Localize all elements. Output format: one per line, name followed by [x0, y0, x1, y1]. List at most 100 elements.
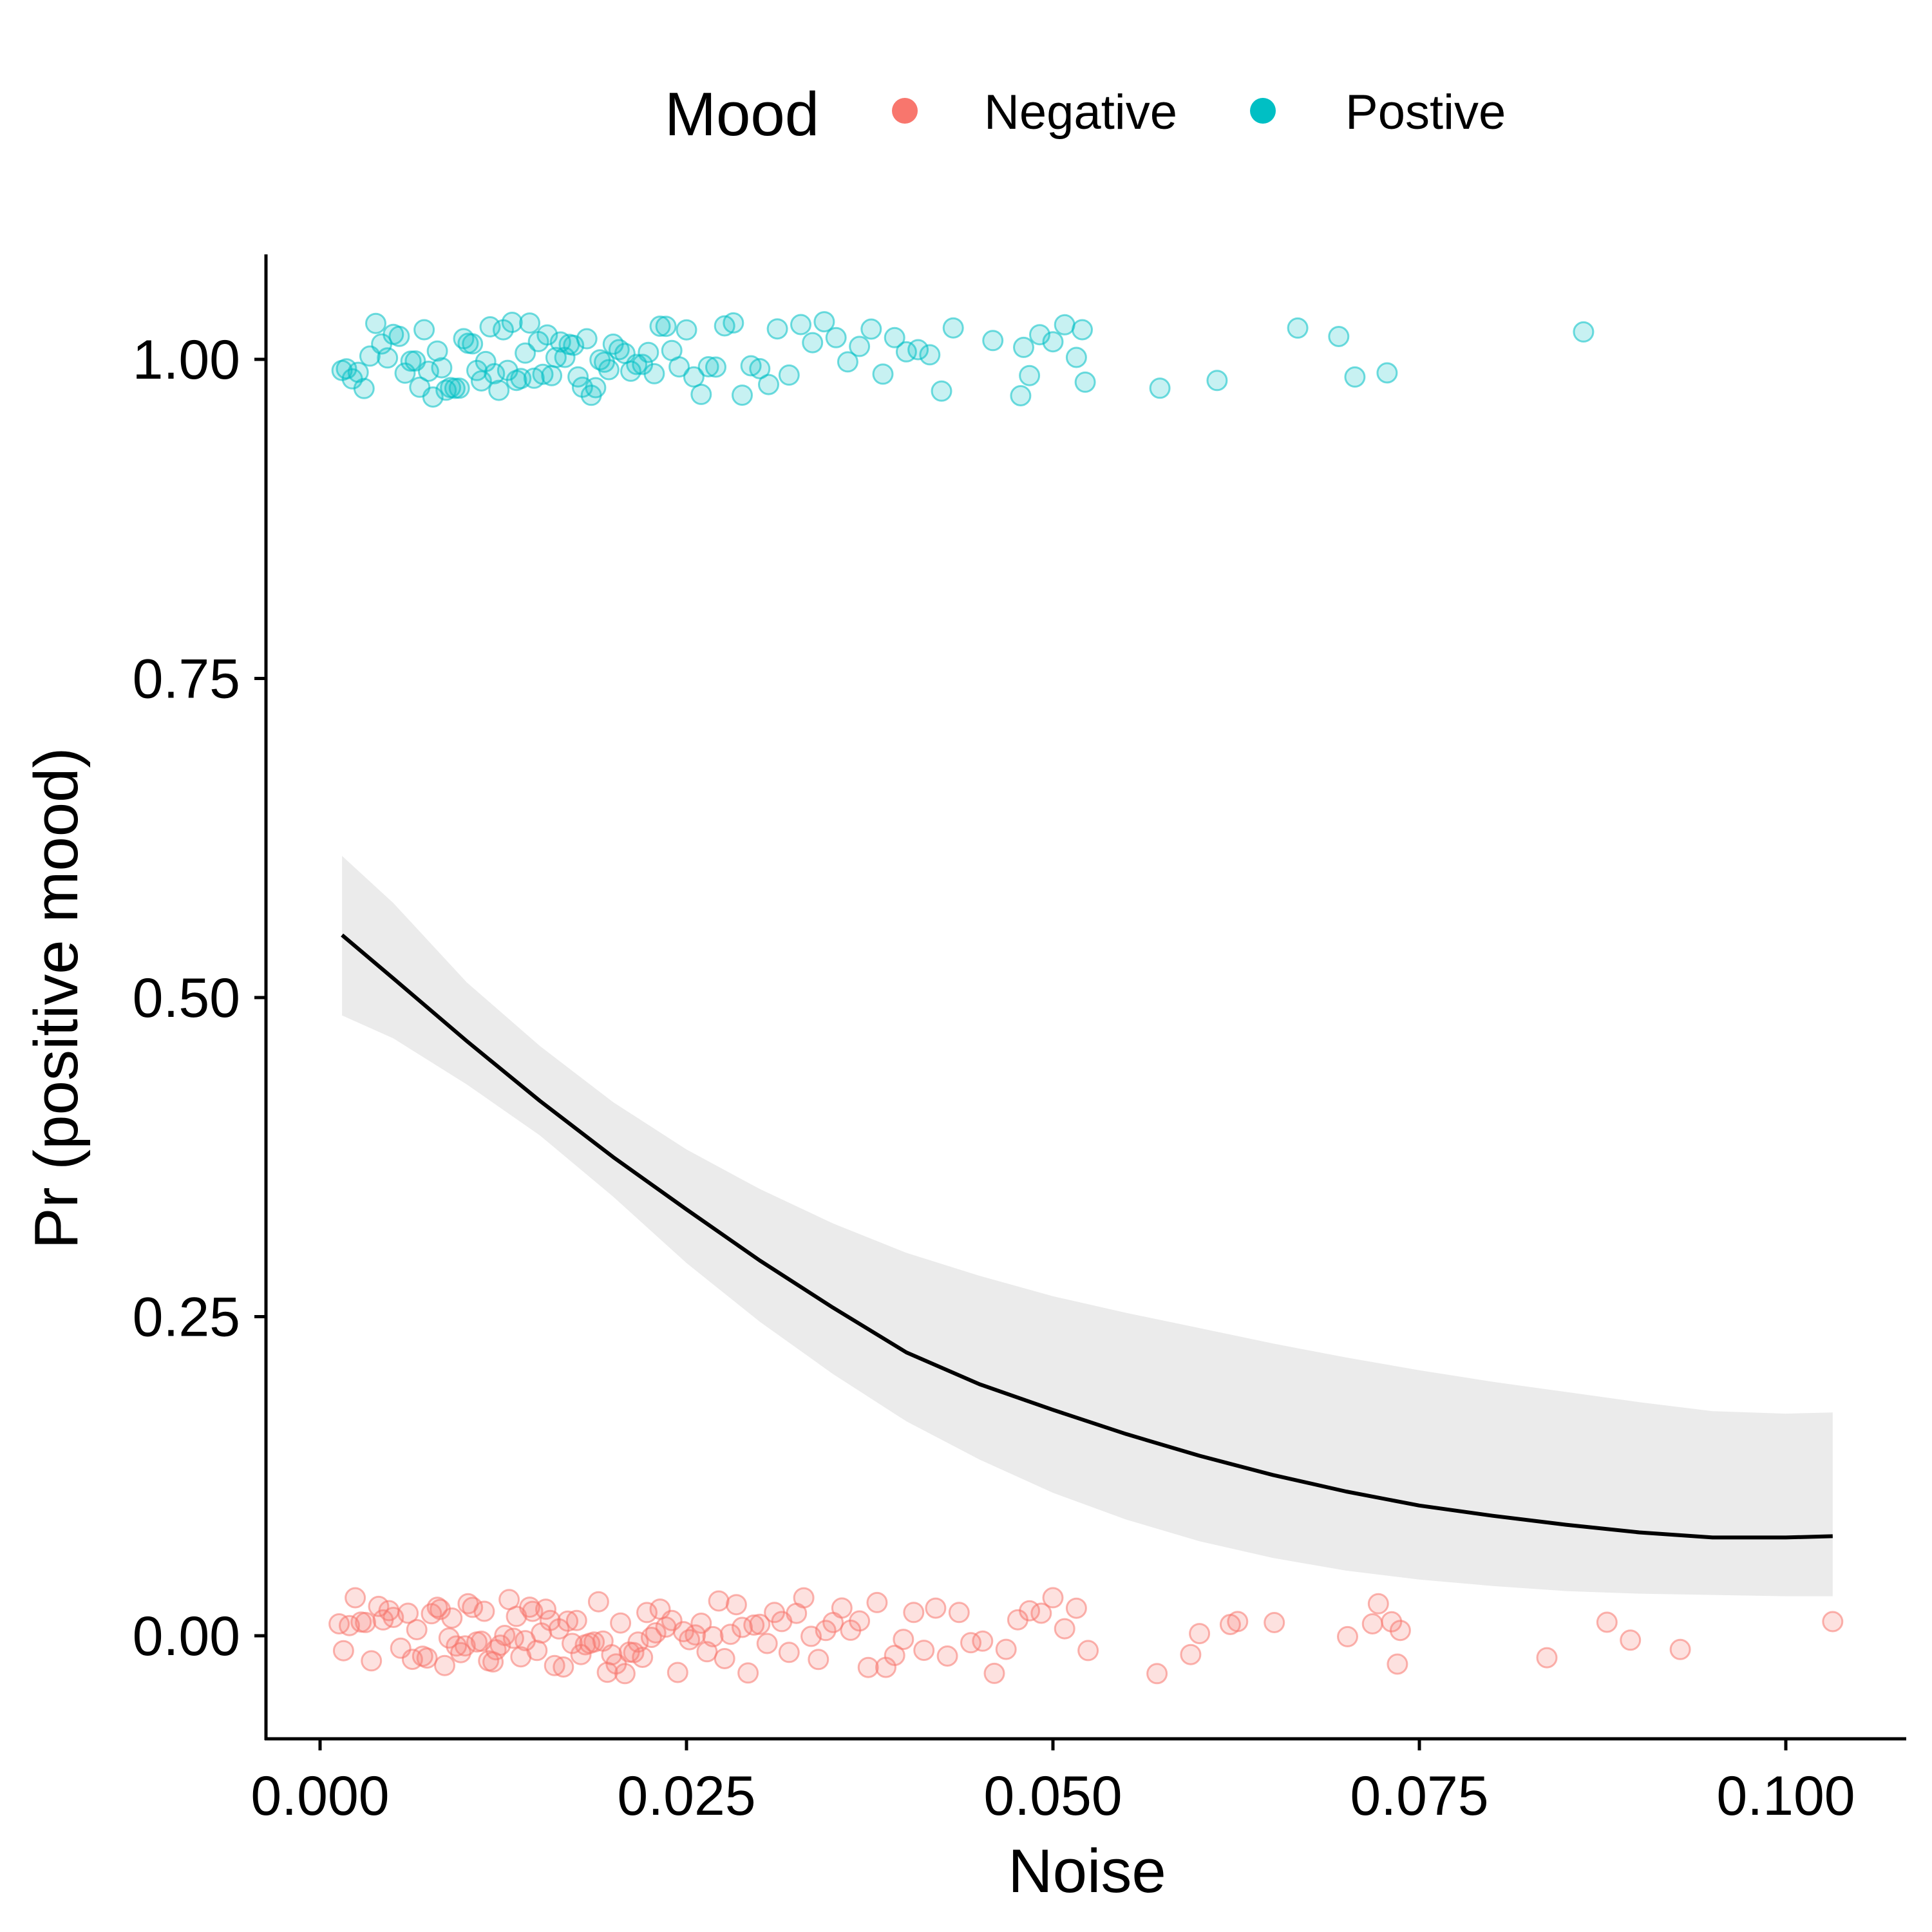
point-negative [610, 1612, 632, 1634]
x-axis-title: Noise [1008, 1837, 1166, 1906]
x-tick-label: 0.000 [251, 1765, 389, 1827]
point-postive [919, 344, 941, 366]
point-negative [749, 1613, 771, 1635]
point-postive [813, 311, 835, 333]
point-negative [756, 1633, 778, 1654]
legend: Mood Negative Postive [665, 80, 1506, 149]
point-negative [1389, 1620, 1411, 1642]
point-postive [758, 374, 779, 395]
point-postive [1376, 362, 1398, 384]
point-negative [339, 1615, 360, 1636]
point-postive [705, 356, 726, 378]
point-postive [1287, 317, 1309, 339]
point-postive [942, 317, 964, 339]
point-negative [1054, 1618, 1075, 1640]
legend-label-postive: Postive [1345, 85, 1506, 140]
point-negative [1536, 1647, 1558, 1669]
point-negative [526, 1640, 548, 1662]
point-postive [655, 316, 677, 337]
point-postive [1206, 370, 1228, 392]
point-negative [587, 1591, 609, 1613]
point-negative [406, 1619, 428, 1640]
point-postive [802, 332, 824, 354]
point-negative [725, 1594, 747, 1616]
point-postive [541, 365, 563, 386]
point-negative [1264, 1612, 1285, 1633]
point-negative [473, 1600, 495, 1622]
point-postive [488, 379, 510, 401]
point-postive [501, 312, 523, 333]
point-postive [683, 366, 705, 388]
point-negative [866, 1591, 888, 1613]
point-negative [972, 1630, 994, 1652]
point-postive [353, 377, 375, 399]
point-postive [479, 316, 501, 337]
point-negative [416, 1647, 438, 1669]
point-postive [426, 340, 448, 362]
y-tick-label: 0.25 [133, 1287, 240, 1349]
point-negative [614, 1663, 636, 1685]
fitted-curve-line [341, 933, 1833, 1540]
point-negative [565, 1609, 587, 1631]
point-negative [1367, 1593, 1389, 1615]
point-postive [766, 318, 788, 340]
point-negative [1596, 1611, 1618, 1633]
point-negative [708, 1590, 730, 1612]
point-postive [749, 358, 771, 379]
y-axis-title: Pr (positive mood) [22, 748, 91, 1249]
point-postive [377, 347, 399, 369]
point-postive [778, 364, 800, 386]
point-negative [1822, 1611, 1844, 1633]
confidence-band-layer [342, 856, 1833, 1596]
point-postive [1029, 324, 1050, 346]
x-tick-label: 0.075 [1350, 1765, 1488, 1827]
point-negative [1065, 1597, 1087, 1619]
point-postive [638, 341, 659, 363]
point-negative [636, 1602, 658, 1624]
x-tick-label: 0.100 [1716, 1765, 1855, 1827]
point-postive [1344, 366, 1366, 388]
point-negative [345, 1587, 366, 1609]
point-postive [849, 336, 871, 357]
point-negative [702, 1625, 724, 1647]
point-negative [1146, 1663, 1168, 1685]
point-negative [1227, 1611, 1249, 1633]
point-negative [808, 1649, 829, 1671]
point-negative [454, 1635, 476, 1657]
point-negative [632, 1647, 654, 1668]
point-negative [462, 1596, 484, 1618]
point-negative [815, 1620, 837, 1642]
point-postive [723, 312, 744, 334]
legend-key-negative [892, 98, 918, 124]
point-postive [931, 380, 952, 402]
point-postive [598, 359, 620, 381]
point-negative [1189, 1623, 1211, 1645]
point-negative [355, 1611, 377, 1633]
confidence-band [342, 856, 1833, 1596]
point-negative [535, 1598, 556, 1620]
point-postive [563, 334, 585, 356]
point-postive [365, 312, 386, 334]
point-negative [948, 1602, 970, 1624]
point-negative [893, 1629, 914, 1651]
point-negative [1620, 1629, 1642, 1651]
point-postive [448, 377, 470, 399]
point-negative [1669, 1638, 1691, 1660]
point-negative [645, 1622, 667, 1643]
x-tick-label: 0.050 [983, 1765, 1122, 1827]
point-postive [1573, 321, 1595, 343]
point-negative [1077, 1640, 1099, 1662]
point-negative [397, 1602, 419, 1624]
point-postive [1065, 346, 1087, 368]
point-negative [332, 1640, 354, 1662]
point-postive [462, 333, 484, 355]
point-negative [690, 1613, 712, 1634]
point-postive [668, 356, 690, 378]
point-postive [608, 339, 630, 361]
point-postive [790, 314, 811, 336]
point-postive [413, 319, 435, 341]
point-postive [1042, 331, 1064, 353]
point-postive [1074, 371, 1096, 393]
point-negative [743, 1614, 765, 1636]
